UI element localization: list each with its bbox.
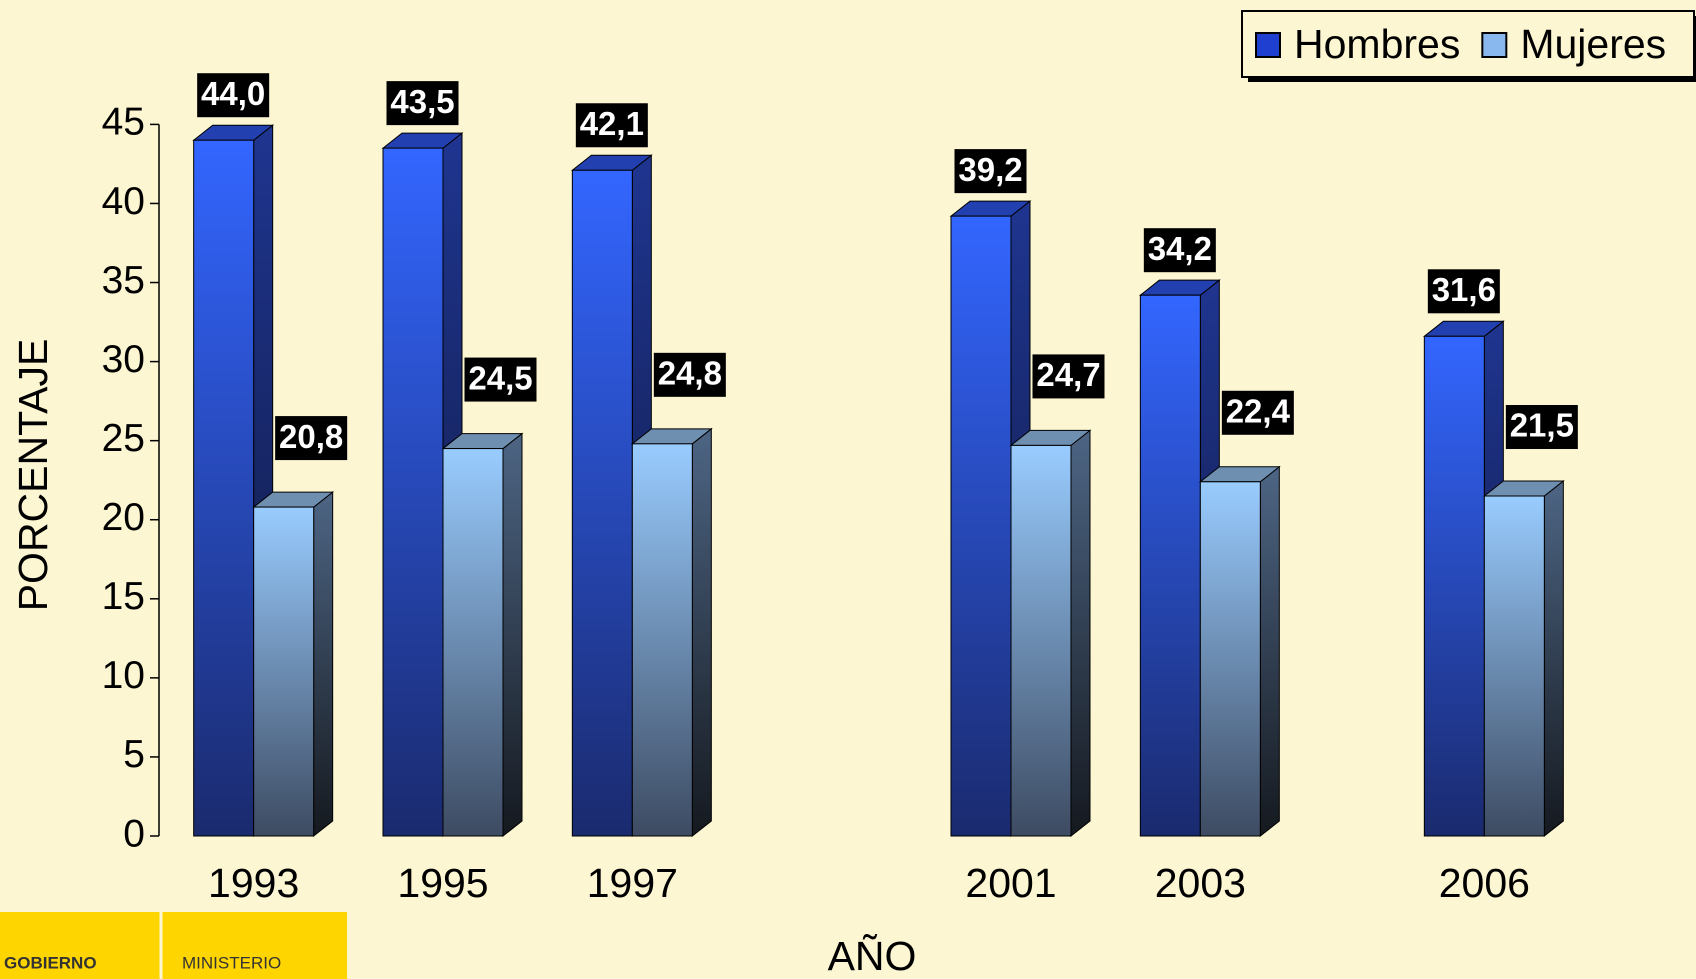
value-label-box bbox=[464, 357, 537, 402]
value-label-box bbox=[386, 81, 459, 126]
y-tick-label: 45 bbox=[102, 101, 145, 144]
legend-swatch bbox=[1481, 32, 1508, 58]
value-label-box bbox=[954, 149, 1027, 194]
bar-front bbox=[1423, 335, 1485, 837]
bar-front bbox=[193, 139, 255, 837]
bar-front bbox=[571, 169, 633, 837]
bar-front bbox=[1010, 444, 1072, 837]
value-label-box bbox=[197, 73, 270, 118]
value-label-box bbox=[1032, 354, 1105, 399]
bar-front bbox=[442, 448, 504, 837]
value-label-box bbox=[1143, 228, 1216, 273]
bar bbox=[1009, 429, 1092, 838]
y-tick-label: 40 bbox=[102, 180, 145, 223]
bar-side bbox=[1259, 465, 1280, 838]
value-label: 43,5 bbox=[390, 83, 454, 120]
value-label-box bbox=[575, 103, 648, 148]
y-tick-label: 30 bbox=[102, 338, 145, 381]
y-tick-label: 15 bbox=[102, 575, 145, 618]
value-label-box bbox=[1221, 390, 1294, 435]
y-tick-label: 0 bbox=[123, 812, 145, 855]
bar bbox=[1198, 465, 1281, 838]
x-tick-label: 1995 bbox=[397, 860, 488, 906]
logo-block bbox=[0, 912, 347, 979]
bar bbox=[630, 427, 713, 838]
value-label: 31,6 bbox=[1432, 271, 1496, 308]
value-label-box bbox=[1427, 269, 1500, 314]
bar bbox=[1482, 479, 1565, 838]
logo-text: MINISTERIO bbox=[182, 953, 281, 972]
y-tick-label: 10 bbox=[102, 654, 145, 697]
value-label: 21,5 bbox=[1510, 407, 1574, 444]
bar-front bbox=[1483, 495, 1545, 837]
bar-side bbox=[1070, 429, 1091, 838]
bar-front bbox=[950, 215, 1012, 837]
value-label: 20,8 bbox=[279, 418, 343, 455]
bar bbox=[441, 432, 524, 838]
bar-front bbox=[1199, 481, 1261, 837]
x-tick-label: 2006 bbox=[1439, 860, 1530, 906]
value-label: 42,1 bbox=[580, 105, 644, 142]
bar-side bbox=[502, 432, 523, 838]
legend-swatch bbox=[1255, 32, 1281, 58]
legend-label: Hombres bbox=[1294, 21, 1460, 67]
legend bbox=[1241, 10, 1695, 78]
x-tick-label: 2003 bbox=[1155, 860, 1246, 906]
value-label-box bbox=[275, 416, 348, 461]
bar-front bbox=[1139, 294, 1201, 837]
y-tick-label: 20 bbox=[102, 496, 145, 539]
value-label: 24,8 bbox=[658, 355, 722, 392]
bar-front bbox=[382, 147, 444, 837]
logo-text: GOBIERNO bbox=[4, 953, 97, 972]
value-label: 24,7 bbox=[1036, 356, 1100, 393]
y-tick-label: 25 bbox=[102, 417, 145, 460]
x-axis-title: AÑO bbox=[828, 933, 917, 979]
x-tick-label: 1993 bbox=[208, 860, 299, 906]
value-label: 34,2 bbox=[1148, 230, 1212, 267]
value-label-box bbox=[1505, 405, 1578, 450]
bar-front bbox=[631, 443, 693, 837]
bar-front bbox=[253, 506, 315, 837]
value-label: 22,4 bbox=[1226, 393, 1291, 430]
x-tick-label: 1997 bbox=[587, 860, 678, 906]
y-tick-label: 5 bbox=[123, 733, 145, 776]
value-label: 39,2 bbox=[958, 151, 1022, 188]
value-label-box bbox=[653, 352, 726, 397]
value-label: 44,0 bbox=[201, 75, 265, 112]
y-axis-title: PORCENTAJE bbox=[10, 339, 56, 612]
value-label: 24,5 bbox=[468, 359, 532, 396]
y-tick-label: 35 bbox=[102, 259, 145, 302]
bar-side bbox=[313, 491, 334, 838]
x-tick-label: 2001 bbox=[965, 860, 1056, 906]
bar-side bbox=[1543, 479, 1564, 838]
bar-side bbox=[691, 427, 712, 838]
bar bbox=[252, 491, 335, 838]
legend-label: Mujeres bbox=[1520, 21, 1666, 67]
